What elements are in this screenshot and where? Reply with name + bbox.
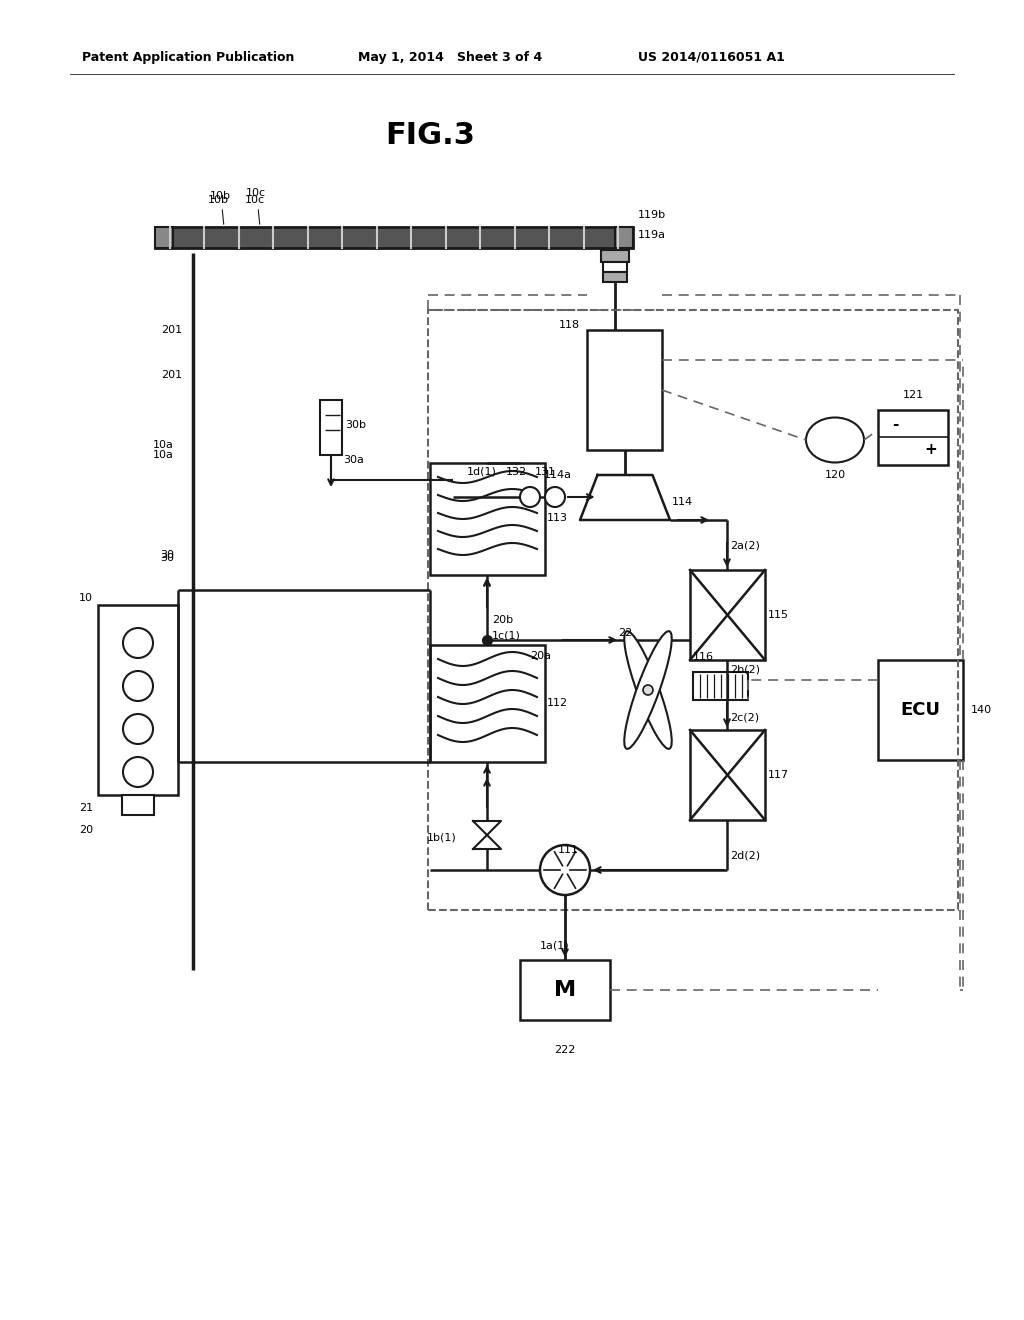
Text: 116: 116 [693, 652, 714, 663]
Polygon shape [473, 836, 501, 849]
Ellipse shape [806, 417, 864, 462]
Text: 111: 111 [557, 845, 579, 855]
Bar [122, 795, 154, 814]
Text: 121: 121 [902, 389, 924, 400]
Text: 117: 117 [768, 770, 790, 780]
Bar [603, 272, 627, 282]
Circle shape [545, 487, 565, 507]
Text: 1c(1): 1c(1) [492, 630, 521, 640]
Polygon shape [473, 821, 501, 836]
Text: 30b: 30b [345, 420, 366, 430]
Bar [430, 463, 545, 576]
Text: 114a: 114a [544, 470, 572, 480]
Text: 20a: 20a [530, 651, 551, 661]
Text: 114: 114 [672, 498, 693, 507]
Text: 10c: 10c [246, 187, 266, 198]
Text: 132: 132 [506, 467, 526, 477]
Circle shape [123, 714, 153, 744]
Text: 131: 131 [535, 467, 555, 477]
Text: M: M [554, 979, 577, 1001]
Bar [428, 310, 958, 909]
Text: -: - [892, 417, 898, 432]
Text: 140: 140 [971, 705, 992, 715]
Circle shape [123, 756, 153, 787]
Bar [693, 672, 748, 700]
Text: 119b: 119b [638, 210, 667, 220]
Text: 21: 21 [79, 803, 93, 813]
Text: 1d(1): 1d(1) [467, 467, 497, 477]
Text: FIG.3: FIG.3 [385, 120, 475, 149]
Text: 10a: 10a [154, 450, 174, 459]
Bar [878, 411, 948, 465]
Text: 10b: 10b [210, 191, 230, 201]
Text: May 1, 2014   Sheet 3 of 4: May 1, 2014 Sheet 3 of 4 [358, 50, 543, 63]
Text: 2d(2): 2d(2) [730, 850, 760, 861]
Text: 2c(2): 2c(2) [730, 713, 759, 723]
Bar [603, 261, 627, 272]
Bar [878, 660, 963, 760]
Circle shape [123, 671, 153, 701]
Ellipse shape [625, 631, 672, 748]
Text: 119a: 119a [638, 230, 666, 240]
Bar [155, 227, 633, 248]
Text: 20: 20 [79, 825, 93, 836]
Bar [690, 730, 765, 820]
Text: 20b: 20b [492, 615, 513, 624]
Text: 22: 22 [618, 628, 632, 638]
Text: 10c: 10c [245, 195, 265, 205]
Text: Patent Application Publication: Patent Application Publication [82, 50, 294, 63]
Polygon shape [580, 475, 670, 520]
Text: 118: 118 [559, 319, 580, 330]
Bar [155, 227, 173, 248]
Bar [430, 645, 545, 762]
Text: 120: 120 [824, 470, 846, 480]
Text: ECU: ECU [900, 701, 940, 719]
Text: US 2014/0116051 A1: US 2014/0116051 A1 [638, 50, 784, 63]
Text: 1a(1): 1a(1) [541, 940, 569, 950]
Text: 10a: 10a [154, 440, 174, 450]
Bar [98, 605, 178, 795]
Text: 30a: 30a [343, 455, 364, 465]
Text: 2b(2): 2b(2) [730, 665, 760, 675]
Text: 30: 30 [160, 553, 174, 564]
Circle shape [520, 487, 540, 507]
Circle shape [643, 685, 653, 696]
Bar [615, 227, 633, 248]
Text: 112: 112 [547, 698, 568, 708]
Bar [690, 570, 765, 660]
Bar [587, 330, 662, 450]
Text: 115: 115 [768, 610, 790, 620]
Bar [601, 249, 629, 261]
Bar [319, 400, 342, 455]
Text: 201: 201 [161, 325, 182, 335]
Text: 113: 113 [547, 513, 568, 523]
Bar [520, 960, 610, 1020]
Text: 201: 201 [161, 370, 182, 380]
Text: 222: 222 [554, 1045, 575, 1055]
Text: 10b: 10b [208, 195, 228, 205]
Text: +: + [925, 442, 937, 458]
Circle shape [540, 845, 590, 895]
Ellipse shape [625, 631, 672, 748]
Text: 1b(1): 1b(1) [427, 832, 457, 842]
Circle shape [123, 628, 153, 657]
Text: 30: 30 [160, 550, 174, 560]
Text: 10: 10 [79, 593, 93, 603]
Text: 2a(2): 2a(2) [730, 540, 760, 550]
